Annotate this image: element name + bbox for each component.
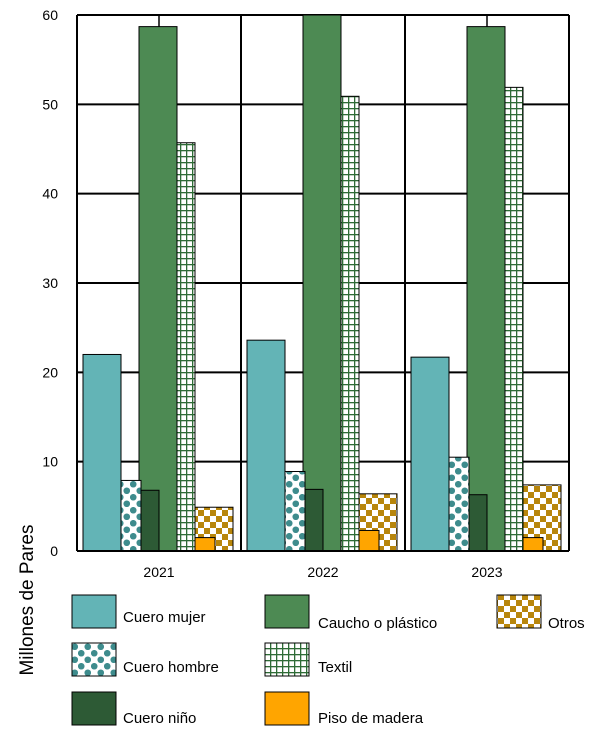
bar-caucho-o-plastico-2021 (138, 26, 178, 552)
y-tick-label: 0 (50, 543, 58, 559)
legend-label-otros: Otros (548, 615, 585, 632)
y-tick-label: 10 (42, 454, 58, 470)
legend-swatch-caucho-o-plastico (264, 594, 310, 629)
legend-label-cuero-hombre: Cuero hombre (123, 659, 219, 676)
bar-textil-2022 (340, 95, 360, 552)
legend-label-cuero-nino: Cuero niño (123, 710, 196, 727)
bar-cuero-mujer-2023 (410, 356, 450, 552)
legend-swatch-cuero-mujer (71, 594, 117, 629)
bar-cuero-hombre-2021 (120, 479, 142, 552)
bar-cuero-hombre-2022 (284, 470, 306, 552)
x-tick-label: 2021 (143, 564, 174, 580)
x-tick-label: 2023 (471, 564, 502, 580)
y-tick-label: 60 (42, 7, 58, 23)
bar-caucho-o-plastico-2023 (466, 26, 506, 552)
bar-cuero-nino-2022 (302, 488, 324, 552)
legend-swatch-textil (264, 642, 310, 677)
y-axis-title: Millones de Pares (17, 524, 38, 675)
bar-cuero-nino-2023 (466, 494, 488, 552)
bar-cuero-hombre-2023 (448, 456, 470, 552)
legend-label-piso-de-madera: Piso de madera (318, 710, 424, 727)
legend-swatch-cuero-nino (71, 691, 117, 726)
bar-textil-2021 (176, 142, 196, 552)
bar-caucho-o-plastico-2022 (302, 14, 342, 552)
legend-label-caucho-o-plastico: Caucho o plástico (318, 615, 437, 632)
y-tick-label: 50 (42, 96, 58, 112)
y-tick-label: 20 (42, 364, 58, 380)
legend-swatch-otros (496, 594, 542, 629)
bar-piso-de-madera-2022 (358, 529, 380, 552)
legend-swatch-cuero-hombre (71, 642, 117, 677)
legend-label-cuero-mujer: Cuero mujer (123, 609, 206, 626)
bar-piso-de-madera-2023 (522, 537, 544, 552)
bar-cuero-mujer-2021 (82, 353, 122, 552)
bar-piso-de-madera-2021 (194, 537, 216, 552)
y-tick-label: 40 (42, 186, 58, 202)
legend-swatch-piso-de-madera (264, 691, 310, 726)
bar-cuero-mujer-2022 (246, 339, 286, 552)
x-tick-label: 2022 (307, 564, 338, 580)
y-tick-label: 30 (42, 275, 58, 291)
legend-label-textil: Textil (318, 659, 352, 676)
bar-cuero-nino-2021 (138, 489, 160, 552)
bar-textil-2023 (504, 86, 524, 552)
